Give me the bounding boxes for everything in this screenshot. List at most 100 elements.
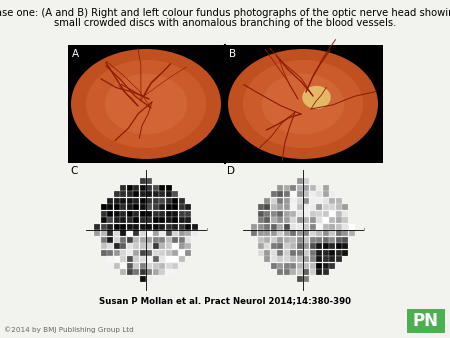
Bar: [251, 230, 257, 236]
Bar: [114, 211, 120, 217]
Bar: [277, 230, 283, 236]
Bar: [303, 263, 309, 269]
Bar: [297, 263, 303, 269]
Bar: [140, 224, 146, 230]
Bar: [166, 217, 172, 223]
Bar: [284, 256, 290, 262]
Bar: [303, 198, 309, 204]
Bar: [140, 198, 146, 204]
Bar: [277, 250, 283, 256]
Bar: [172, 204, 178, 210]
Bar: [284, 217, 290, 223]
Bar: [127, 269, 133, 275]
Bar: [140, 230, 146, 236]
Bar: [159, 230, 165, 236]
Bar: [271, 211, 277, 217]
Bar: [133, 224, 139, 230]
Bar: [140, 211, 146, 217]
Bar: [297, 191, 303, 197]
Bar: [316, 250, 322, 256]
Bar: [310, 198, 316, 204]
Bar: [120, 198, 126, 204]
Bar: [127, 263, 133, 269]
Bar: [323, 217, 329, 223]
Bar: [159, 191, 165, 197]
Bar: [166, 198, 172, 204]
Text: PN: PN: [413, 312, 439, 330]
Bar: [316, 230, 322, 236]
Bar: [277, 217, 283, 223]
Bar: [120, 230, 126, 236]
Bar: [120, 191, 126, 197]
Ellipse shape: [86, 60, 206, 148]
Bar: [159, 269, 165, 275]
Bar: [94, 230, 100, 236]
Bar: [185, 224, 191, 230]
Bar: [179, 256, 185, 262]
Bar: [133, 237, 139, 243]
Bar: [153, 198, 159, 204]
Bar: [310, 230, 316, 236]
Bar: [310, 243, 316, 249]
Bar: [316, 243, 322, 249]
Ellipse shape: [262, 74, 344, 134]
Bar: [166, 243, 172, 249]
Bar: [271, 191, 277, 197]
Text: D: D: [227, 166, 235, 176]
Bar: [159, 237, 165, 243]
Bar: [179, 204, 185, 210]
Bar: [166, 191, 172, 197]
Bar: [172, 256, 178, 262]
Bar: [179, 243, 185, 249]
Bar: [114, 237, 120, 243]
Bar: [127, 185, 133, 191]
Bar: [153, 237, 159, 243]
Bar: [146, 211, 152, 217]
Bar: [303, 224, 309, 230]
Bar: [316, 224, 322, 230]
Bar: [133, 263, 139, 269]
Bar: [310, 185, 316, 191]
Bar: [159, 217, 165, 223]
Bar: [342, 204, 348, 210]
Bar: [277, 237, 283, 243]
Bar: [153, 217, 159, 223]
Bar: [120, 256, 126, 262]
Bar: [172, 243, 178, 249]
Bar: [342, 237, 348, 243]
Bar: [271, 243, 277, 249]
Bar: [133, 250, 139, 256]
Bar: [258, 204, 264, 210]
Bar: [146, 224, 152, 230]
Bar: [179, 237, 185, 243]
Bar: [185, 217, 191, 223]
Bar: [336, 198, 342, 204]
Bar: [159, 211, 165, 217]
Bar: [297, 217, 303, 223]
Bar: [323, 243, 329, 249]
Bar: [329, 224, 335, 230]
Bar: [329, 211, 335, 217]
Bar: [133, 204, 139, 210]
Bar: [407, 309, 445, 333]
Bar: [127, 204, 133, 210]
Bar: [114, 256, 120, 262]
Bar: [297, 178, 303, 184]
Bar: [303, 191, 309, 197]
Bar: [316, 256, 322, 262]
Bar: [329, 243, 335, 249]
Bar: [329, 204, 335, 210]
Bar: [310, 191, 316, 197]
Bar: [303, 204, 309, 210]
Bar: [310, 250, 316, 256]
Bar: [133, 217, 139, 223]
Bar: [120, 263, 126, 269]
Bar: [316, 185, 322, 191]
Bar: [271, 198, 277, 204]
Bar: [140, 204, 146, 210]
Bar: [290, 243, 296, 249]
Bar: [310, 211, 316, 217]
Bar: [127, 256, 133, 262]
Bar: [290, 230, 296, 236]
Bar: [140, 276, 146, 282]
